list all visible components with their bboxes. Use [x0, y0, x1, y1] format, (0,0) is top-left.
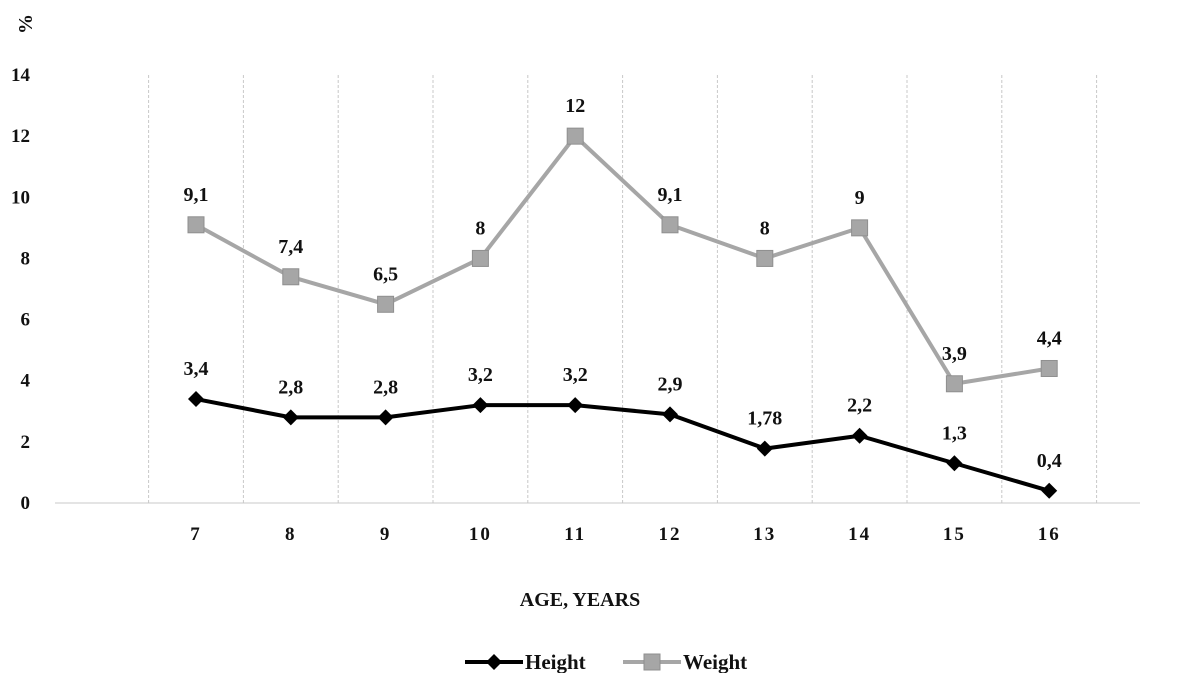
data-point-weight — [471, 249, 489, 267]
data-label-weight: 9,1 — [658, 184, 683, 206]
x-axis-title: AGE, YEARS — [520, 589, 640, 611]
data-point-weight — [282, 268, 300, 286]
legend-diamond-marker — [486, 654, 502, 670]
y-tick-label: 0 — [21, 493, 31, 514]
legend: Height Weight — [465, 650, 747, 674]
legend-item-weight: Weight — [623, 650, 747, 674]
data-label-weight: 9 — [855, 187, 865, 209]
data-point-weight — [851, 219, 869, 237]
x-tick-label: 15 — [943, 524, 966, 545]
x-tick-label: 10 — [469, 524, 492, 545]
x-tick-label: 16 — [1038, 524, 1061, 545]
data-label-height: 1,3 — [942, 422, 967, 444]
data-label-weight: 6,5 — [373, 263, 398, 285]
data-label-height: 3,2 — [563, 364, 588, 386]
data-point-weight — [1040, 359, 1058, 377]
data-point-height — [188, 391, 204, 408]
data-labels: 3,4 2,8 2,8 3,2 3,2 2,9 1,78 2,2 1,3 0,4 9,1 7,4 6,5… — [184, 95, 1062, 472]
series-lines — [195, 134, 1050, 493]
data-label-weight: 12 — [565, 95, 585, 117]
data-label-height: 1,78 — [747, 408, 782, 430]
data-label-height: 2,2 — [847, 395, 872, 417]
data-label-weight: 9,1 — [184, 184, 209, 206]
y-axis-title: % — [15, 14, 37, 34]
y-tick-label: 8 — [21, 248, 31, 269]
series-markers — [187, 127, 1058, 499]
x-tick-label: 8 — [285, 524, 297, 545]
data-label-weight: 8 — [760, 217, 770, 239]
y-tick-label: 12 — [11, 126, 30, 147]
y-tick-label: 2 — [21, 432, 31, 453]
data-label-height: 2,8 — [373, 376, 398, 398]
data-point-weight — [661, 216, 679, 234]
data-point-weight — [566, 127, 584, 145]
data-point-height — [1041, 482, 1058, 499]
x-tick-label: 13 — [753, 524, 776, 545]
data-label-weight: 7,4 — [278, 236, 303, 258]
series-line-weight — [195, 134, 1050, 386]
x-tick-label: 14 — [848, 524, 871, 545]
data-point-height — [946, 455, 963, 472]
legend-label: Height — [525, 650, 586, 673]
data-label-weight: 8 — [475, 217, 485, 239]
data-point-height — [662, 406, 678, 423]
data-point-weight — [187, 216, 205, 234]
legend-item-height: Height — [465, 650, 586, 674]
y-tick-label: 6 — [21, 310, 31, 331]
tick-labels: 0 2 4 6 8 10 12 14 7 8 9 10 11 12 13 14 15 16 — [11, 65, 1061, 545]
data-point-height — [282, 409, 299, 426]
y-tick-label: 4 — [21, 371, 31, 392]
y-tick-label: 10 — [11, 187, 30, 208]
data-point-height — [756, 440, 773, 457]
data-point-height — [472, 397, 489, 414]
data-label-weight: 3,9 — [942, 343, 967, 365]
legend-label: Weight — [683, 650, 747, 673]
data-label-height: 2,9 — [658, 373, 683, 395]
data-point-height — [377, 409, 394, 426]
data-label-height: 3,4 — [184, 358, 209, 380]
y-tick-label: 14 — [11, 65, 31, 86]
data-point-weight — [945, 375, 963, 393]
x-tick-label: 12 — [659, 524, 682, 545]
data-point-height — [851, 427, 868, 444]
legend-square-marker — [643, 653, 661, 671]
data-label-height: 0,4 — [1037, 450, 1062, 472]
data-label-height: 2,8 — [278, 376, 303, 398]
x-tick-label: 7 — [190, 524, 202, 545]
data-label-height: 3,2 — [468, 364, 493, 386]
data-point-weight — [756, 249, 774, 267]
data-point-height — [567, 397, 584, 414]
x-tick-label: 11 — [564, 524, 586, 545]
series-line-height — [195, 397, 1050, 493]
data-label-weight: 4,4 — [1037, 327, 1062, 349]
x-tick-label: 9 — [380, 524, 392, 545]
data-point-weight — [377, 295, 395, 313]
